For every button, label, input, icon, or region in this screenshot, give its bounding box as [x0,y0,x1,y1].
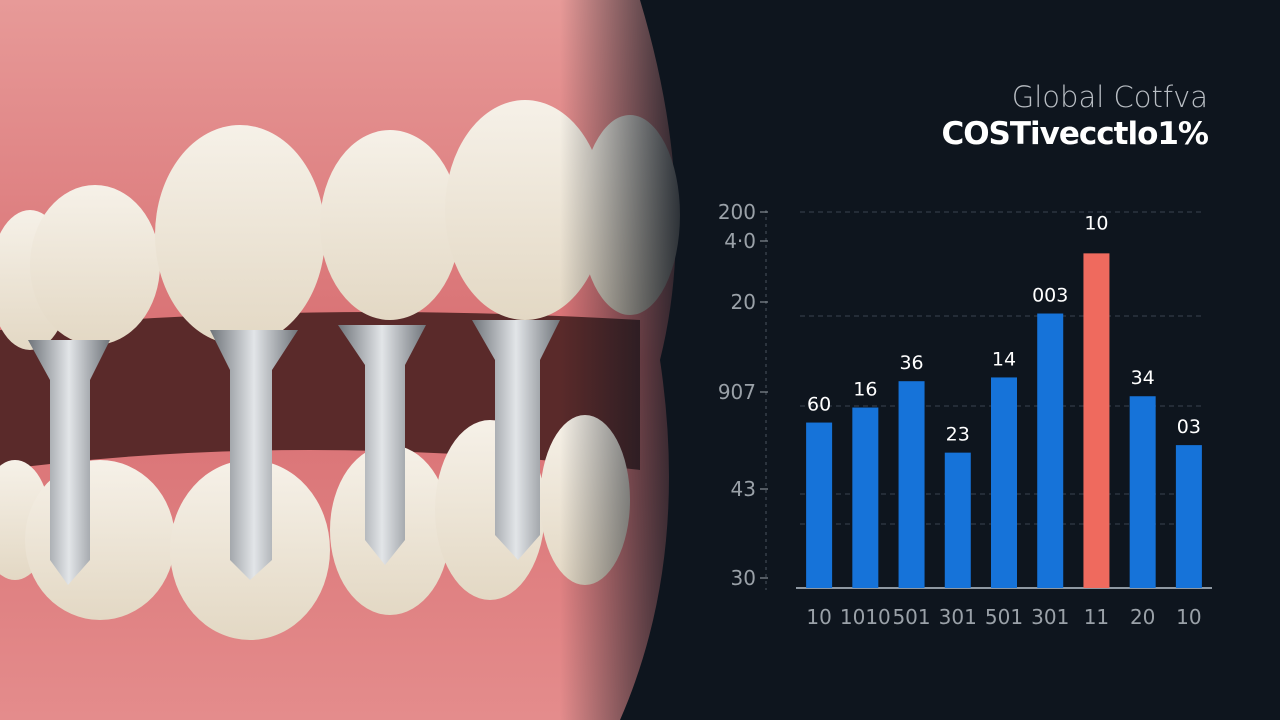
y-tick-label: 907 [718,380,756,404]
data-label: 14 [992,348,1016,370]
chart-subtitle: COSTivecctlo1% [941,116,1209,152]
data-label: 003 [1032,285,1068,307]
bar [898,381,925,588]
bar [1083,253,1110,589]
bar [991,377,1017,588]
implant-screws [28,320,560,585]
data-label: 10 [1084,212,1108,234]
x-tick-label: 301 [939,605,977,629]
x-tick-label: 1010 [840,605,891,629]
x-tick-label: 10 [1176,605,1201,629]
data-label: 16 [853,379,877,401]
data-label: 60 [807,394,831,416]
y-tick-label: 43 [731,477,756,501]
data-label: 36 [899,352,923,374]
bar [1129,396,1156,588]
x-tick-label: 501 [892,605,930,629]
y-tick-label: 20 [731,290,756,314]
y-tick-label: 4·0 [724,229,756,253]
bar [806,422,833,588]
photo-fade [560,0,700,720]
x-tick-label: 10 [806,605,831,629]
bar [944,452,971,588]
y-tick-label: 30 [731,566,756,590]
x-tick-label: 301 [1031,605,1069,629]
data-label: 34 [1131,367,1155,389]
chart-title: Global Cotfva [1011,80,1208,114]
bar [1037,313,1064,588]
data-label: 03 [1177,416,1201,438]
bar [852,407,879,588]
y-tick-label: 200 [718,200,756,224]
x-tick-label: 11 [1084,605,1109,629]
bar [1175,445,1202,588]
x-tick-label: 20 [1130,605,1155,629]
x-tick-label: 501 [985,605,1023,629]
data-label: 23 [946,424,970,446]
